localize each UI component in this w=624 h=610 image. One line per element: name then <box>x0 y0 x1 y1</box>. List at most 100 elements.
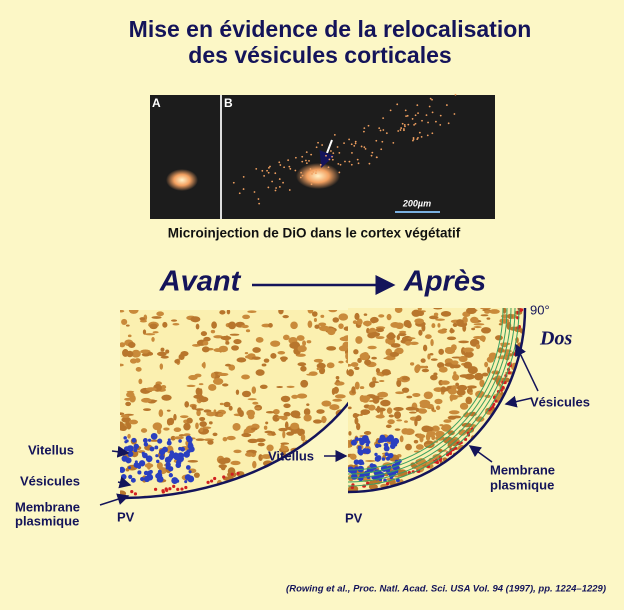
dye-particle <box>356 158 359 161</box>
texture-dot <box>228 321 237 330</box>
dye-particle <box>405 115 408 118</box>
texture-dot <box>357 445 362 450</box>
texture-dot <box>313 317 317 323</box>
dye-particle <box>360 145 363 148</box>
texture-dot <box>241 390 252 398</box>
texture-dot <box>375 367 381 374</box>
dye-particle <box>321 144 324 146</box>
texture-dot <box>386 313 392 321</box>
texture-dot <box>435 460 440 465</box>
texture-dot <box>405 406 417 411</box>
texture-dot <box>141 397 152 403</box>
texture-dot <box>147 470 152 475</box>
texture-dot <box>284 421 289 429</box>
texture-dot <box>126 390 135 393</box>
texture-dot <box>425 334 432 339</box>
dye-particle <box>339 163 342 166</box>
texture-dot <box>120 466 126 474</box>
dye-particle <box>400 127 403 129</box>
texture-dot <box>451 360 459 365</box>
texture-dot <box>303 408 311 416</box>
texture-dot <box>149 323 158 330</box>
texture-dot <box>199 421 207 427</box>
dye-particle <box>278 161 281 164</box>
texture-dot <box>199 427 204 433</box>
dye-particle <box>271 180 274 183</box>
texture-dot <box>387 452 394 459</box>
texture-dot <box>440 380 450 385</box>
texture-dot <box>350 439 357 446</box>
texture-dot <box>250 427 258 431</box>
texture-dot <box>316 409 325 414</box>
texture-dot <box>368 483 378 490</box>
texture-dot <box>321 400 332 407</box>
texture-dot <box>420 358 426 363</box>
dye-particle <box>392 141 395 144</box>
dye-particle <box>282 181 284 184</box>
dye-particle <box>439 124 442 126</box>
dye-particle <box>403 124 406 126</box>
dye-particle <box>343 142 345 145</box>
texture-dot <box>126 350 134 358</box>
dye-particle <box>378 127 381 130</box>
texture-dot <box>414 318 424 324</box>
texture-dot <box>359 395 371 401</box>
texture-dot <box>233 449 242 454</box>
texture-dot <box>178 439 182 443</box>
texture-dot <box>222 475 226 479</box>
texture-dot <box>213 348 223 353</box>
texture-dot <box>213 476 217 481</box>
micrograph-frame <box>150 95 495 219</box>
texture-dot <box>418 329 423 336</box>
dye-particle <box>399 129 402 131</box>
texture-dot <box>369 316 379 324</box>
texture-dot <box>433 372 438 376</box>
texture-dot <box>495 377 501 386</box>
texture-dot <box>430 358 438 361</box>
caption: Microinjection de DiO dans le cortex vég… <box>168 226 461 241</box>
texture-dot <box>307 320 313 328</box>
texture-dot <box>255 369 265 376</box>
texture-dot <box>359 386 365 390</box>
texture-dot <box>416 434 426 439</box>
texture-dot <box>184 480 188 484</box>
texture-dot <box>220 335 232 341</box>
texture-dot <box>143 442 149 447</box>
dye-particle <box>338 171 341 174</box>
texture-dot <box>374 443 380 449</box>
texture-dot <box>350 362 359 368</box>
texture-dot <box>348 308 520 487</box>
texture-dot <box>281 358 287 362</box>
texture-dot <box>402 376 410 381</box>
texture-dot <box>145 455 153 463</box>
texture-dot <box>168 473 173 478</box>
texture-dot <box>224 363 232 367</box>
dye-particle <box>420 135 423 138</box>
dye-particle <box>327 166 330 169</box>
dye-particle <box>425 114 428 117</box>
texture-dot <box>484 361 489 368</box>
dye-particle <box>333 133 336 136</box>
texture-dot <box>369 331 381 337</box>
texture-dot <box>348 406 352 410</box>
texture-dot <box>206 480 210 484</box>
texture-dot <box>120 412 125 416</box>
arrow <box>319 139 335 168</box>
texture-dot <box>265 410 275 414</box>
texture-dot <box>170 319 178 322</box>
texture-dot <box>133 492 138 496</box>
texture-dot <box>386 407 393 414</box>
texture-dot <box>263 425 268 430</box>
texture-dot <box>401 428 410 435</box>
texture-dot <box>415 415 422 422</box>
texture-dot <box>405 340 412 346</box>
texture-dot <box>459 402 469 410</box>
texture-dot <box>421 368 430 373</box>
texture-dot <box>447 430 455 436</box>
texture-dot <box>231 345 239 351</box>
texture-dot <box>390 442 396 447</box>
texture-dot <box>451 385 457 391</box>
texture-dot <box>173 427 182 433</box>
texture-dot <box>161 394 172 401</box>
texture-dot <box>349 453 357 460</box>
